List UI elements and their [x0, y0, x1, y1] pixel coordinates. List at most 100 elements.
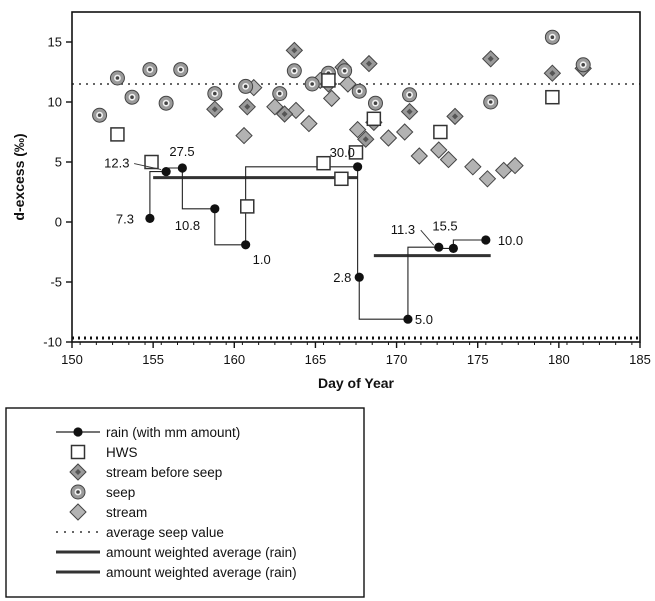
- seep-marker-core: [292, 69, 297, 73]
- stream-before-seep-marker-core: [75, 469, 81, 475]
- stream-marker: [348, 120, 367, 139]
- stream-before-seep-marker-core: [291, 47, 298, 54]
- stream-before-seep-marker-core: [406, 108, 413, 115]
- hws-marker: [334, 171, 349, 187]
- seep-marker-core: [310, 82, 314, 86]
- rain-marker: [353, 162, 363, 172]
- hws-marker: [545, 89, 560, 105]
- legend-label: stream: [106, 505, 147, 520]
- y-tick-label: -10: [43, 335, 62, 350]
- legend-label: rain (with mm amount): [106, 425, 240, 440]
- rain-marker: [145, 213, 155, 223]
- rain-amount-label: 5.0: [415, 312, 433, 327]
- legend-entry: amount weighted average (rain): [56, 565, 297, 580]
- rain-marker: [241, 240, 251, 250]
- stream-before-seep-marker-core: [365, 60, 372, 67]
- hws-marker: [110, 127, 125, 142]
- hws-marker: [240, 199, 255, 214]
- rain-amount-labels: 7.3 12.3 27.5 10.8 1.0 30.0 2.8 5.0 11.3 15.5 10.0: [104, 144, 523, 327]
- rain-amount-label: 12.3: [104, 156, 129, 171]
- x-tick-label: 170: [386, 352, 408, 367]
- seep-marker-core: [213, 91, 217, 96]
- average-lines: [72, 83, 640, 258]
- stream-before-seep-marker-core: [211, 106, 218, 113]
- legend-label: seep: [106, 485, 135, 500]
- stream-marker: [464, 158, 482, 176]
- rain-amount-label: 1.0: [253, 252, 271, 267]
- stream-marker: [506, 156, 524, 175]
- rain-marker: [210, 204, 220, 214]
- stream-before-seep-marker-core: [362, 136, 369, 143]
- stream-marker: [439, 150, 458, 169]
- legend-label: amount weighted average (rain): [106, 545, 297, 560]
- stream-marker: [339, 75, 357, 93]
- x-tick-label: 185: [629, 352, 651, 367]
- legend-label: amount weighted average (rain): [106, 565, 297, 580]
- legend-entry: stream before seep: [69, 463, 222, 481]
- seep-marker-core: [581, 63, 585, 67]
- rain-marker: [481, 235, 491, 245]
- y-tick-label: -5: [50, 275, 62, 290]
- y-tick-label: 10: [48, 95, 62, 110]
- rain-marker: [434, 242, 444, 252]
- stream-marker: [379, 129, 398, 147]
- legend-entry: seep: [70, 484, 135, 500]
- seep-marker-core: [373, 101, 378, 105]
- x-tick-label: 160: [223, 352, 245, 367]
- legend-entry: amount weighted average (rain): [56, 545, 297, 560]
- x-tick-label: 175: [467, 352, 489, 367]
- legend: rain (with mm amount) HWS stream before se…: [5, 407, 365, 598]
- hws-marker: [348, 145, 364, 160]
- stream-marker: [395, 123, 414, 141]
- label-leader: [134, 163, 162, 171]
- markers: [92, 29, 592, 324]
- stream-marker: [410, 147, 428, 165]
- legend-frame: [5, 407, 365, 598]
- seep-marker-core: [407, 93, 412, 97]
- rain-amount-label: 7.3: [116, 211, 134, 226]
- rain-amount-label: 2.8: [333, 270, 351, 285]
- stream-marker: [300, 114, 318, 133]
- hws-marker: [144, 154, 159, 170]
- hws-marker: [316, 155, 331, 171]
- x-tick-label: 155: [142, 352, 164, 367]
- hws-marker: [321, 73, 336, 88]
- rain-marker: [177, 163, 187, 173]
- seep-marker-core: [76, 490, 80, 494]
- hws-marker: [433, 124, 448, 140]
- axes: 150 155 160 165 170 175 180 185 -10 -5 0 5 10 15: [43, 35, 651, 368]
- stream-before-seep-marker-core: [281, 111, 288, 117]
- seep-marker-core: [243, 84, 248, 89]
- rain-amount-label: 30.0: [330, 145, 355, 160]
- rain-marker: [448, 243, 458, 253]
- stream-before-seep-marker-core: [244, 103, 251, 110]
- seep-marker-core: [97, 113, 102, 117]
- legend-entry: average seep value: [56, 525, 224, 540]
- legend-label: average seep value: [106, 525, 224, 540]
- stream-marker: [430, 141, 448, 159]
- x-axis-title: Day of Year: [318, 375, 395, 391]
- rain-connector: [149, 166, 486, 320]
- y-tick-label: 0: [55, 215, 62, 230]
- seep-marker-core: [550, 35, 555, 39]
- seep-marker-core: [277, 91, 282, 96]
- stream-marker: [478, 170, 497, 188]
- x-tick-label: 150: [61, 352, 83, 367]
- x-tick-label: 165: [305, 352, 327, 367]
- label-leader: [420, 229, 435, 246]
- hws-marker: [70, 444, 86, 460]
- rain-amount-label: 27.5: [169, 144, 194, 159]
- stream-before-seep-marker-core: [487, 55, 494, 62]
- seep-marker-core: [115, 76, 120, 80]
- rain-amount-label: 11.3: [391, 222, 415, 237]
- seep-marker-core: [178, 67, 183, 72]
- stream-marker: [322, 89, 341, 108]
- rain-marker: [161, 167, 171, 177]
- legend-entry: rain (with mm amount): [56, 425, 240, 440]
- legend-label: HWS: [106, 445, 138, 460]
- seep-marker-core: [357, 89, 362, 93]
- rain-marker: [354, 272, 364, 282]
- stream-marker: [69, 503, 87, 521]
- rain-amount-label: 10.8: [175, 218, 200, 233]
